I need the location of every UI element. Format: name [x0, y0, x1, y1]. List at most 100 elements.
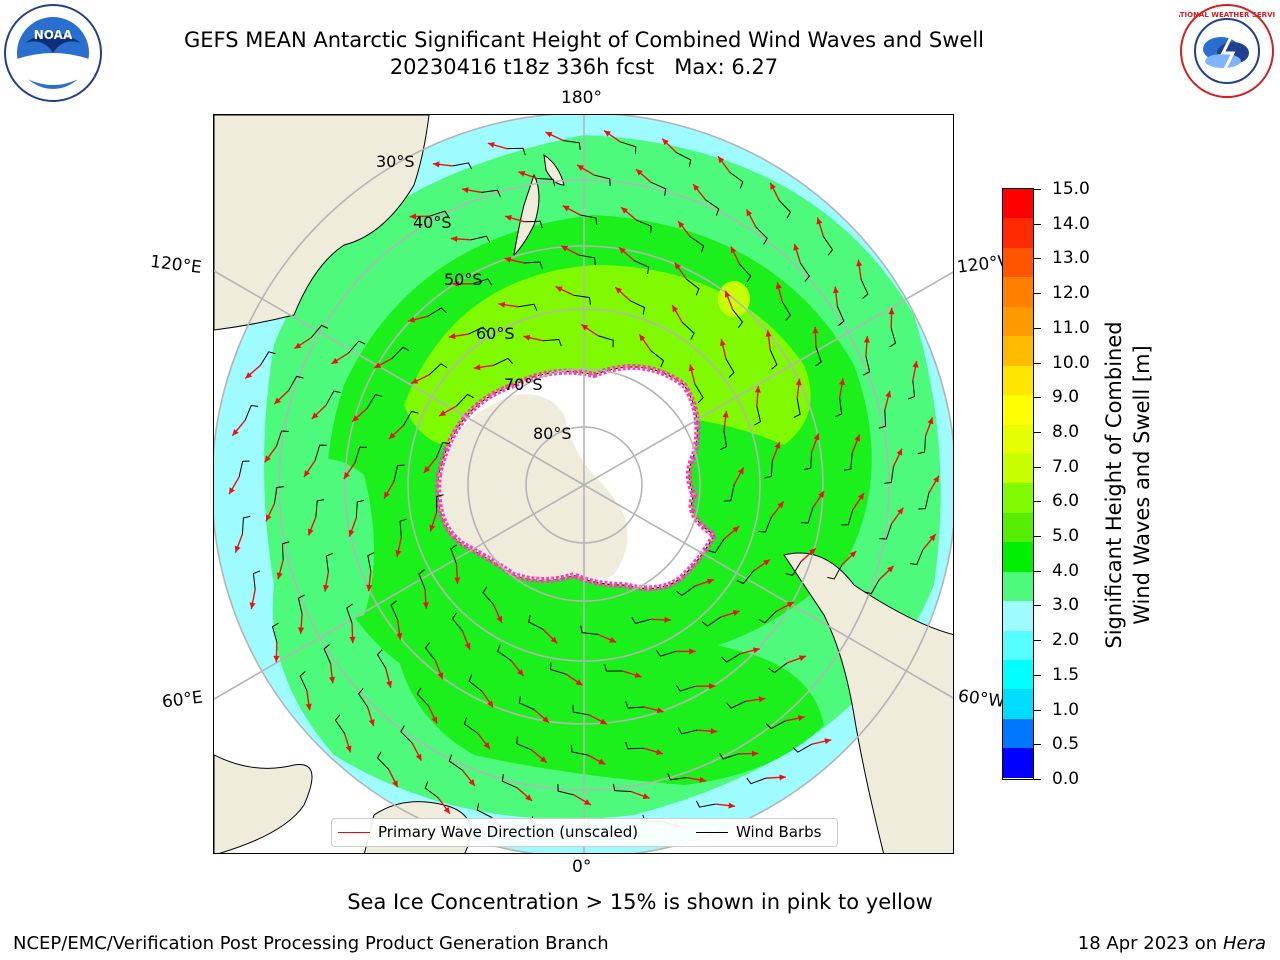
wave-arrow-head — [249, 602, 256, 610]
wave-arrow-head — [525, 794, 533, 801]
wind-barb — [516, 736, 532, 751]
wave-arrow-head — [688, 364, 695, 372]
wind-barb — [288, 375, 304, 391]
wave-arrow-head — [824, 738, 832, 745]
wind-barb — [528, 614, 544, 630]
colorbar-tick-mark — [1034, 362, 1041, 364]
wave-arrow-head — [273, 655, 280, 663]
wave-arrow-head — [635, 169, 643, 176]
wave-arrow-head — [583, 799, 591, 805]
wave-arrow-head — [392, 780, 398, 788]
wind-barb — [281, 541, 290, 560]
wind-barb — [676, 152, 692, 167]
wave-arrow-head — [577, 165, 585, 171]
colorbar-tick-label: 11.0 — [1052, 317, 1090, 338]
footer-credit: NCEP/EMC/Verification Post Processing Pr… — [13, 933, 609, 954]
wave-arrow-head — [896, 448, 903, 456]
wind-barb — [758, 516, 772, 533]
wind-barb — [482, 586, 494, 606]
wave-arrow-head — [812, 326, 819, 334]
wave-arrow-head — [343, 472, 350, 479]
wave-arrow-head — [732, 610, 740, 616]
wind-barb — [578, 254, 596, 265]
colorbar-tick-mark — [1034, 605, 1041, 607]
colorbar-tick-label: 5.0 — [1052, 526, 1080, 547]
wind-barb — [274, 486, 284, 504]
wave-arrow-head — [706, 578, 714, 585]
colorbar-segment — [1003, 189, 1033, 219]
wind-barb — [594, 174, 611, 186]
wave-arrow-head — [366, 584, 373, 592]
wind-barb — [271, 622, 279, 643]
colorbar-tick-mark — [1034, 223, 1041, 225]
colorbar-segment — [1003, 453, 1033, 484]
wind-barb — [681, 322, 695, 340]
colorbar-tick-mark — [1034, 293, 1041, 295]
wind-barb — [252, 570, 261, 590]
colorbar-tick-label: 8.0 — [1052, 421, 1080, 442]
wind-barb — [801, 507, 814, 524]
wind-barb — [836, 306, 845, 326]
wave-arrow-head — [545, 132, 553, 138]
wave-arrow-head — [795, 378, 802, 386]
svg-text:NOAA: NOAA — [34, 28, 73, 42]
wind-barb — [325, 552, 333, 572]
wave-arrow-head — [737, 467, 744, 475]
colorbar-segment — [1003, 718, 1033, 749]
wave-arrow-head — [672, 305, 679, 313]
wind-barb — [314, 444, 327, 461]
wind-barb — [723, 484, 735, 502]
wave-arrow-head — [775, 282, 782, 290]
graticule — [214, 115, 953, 853]
wave-arrow-head — [411, 378, 419, 384]
wave-arrow-head — [234, 545, 241, 553]
wind-barb — [393, 464, 405, 482]
wave-arrow-head — [798, 655, 806, 662]
lon-label-60e: 60°E — [160, 687, 204, 713]
wave-arrow-head — [561, 245, 569, 252]
wind-barb — [917, 436, 927, 455]
legend-label-wind-barbs: Wind Barbs — [736, 823, 822, 841]
wave-arrow-head — [331, 357, 339, 364]
colorbar-tick-mark — [1034, 397, 1041, 399]
wave-arrow-head — [849, 551, 857, 558]
lon-label-180: 180° — [561, 88, 602, 108]
wave-arrow-head — [838, 378, 845, 386]
wind-barb — [754, 405, 762, 426]
wind-barb — [705, 199, 720, 216]
colorbar-segment — [1003, 601, 1033, 631]
wave-arrow-head — [639, 334, 646, 342]
wind-barb — [275, 430, 289, 447]
lon-label-120e: 120°E — [148, 251, 203, 279]
wind-barb — [729, 171, 744, 189]
lon-label-0: 0° — [572, 857, 592, 877]
wind-barb — [354, 446, 367, 463]
wave-arrow-head — [797, 715, 805, 722]
wind-barb — [732, 309, 744, 328]
wave-arrow-head — [229, 487, 235, 495]
wind-barb — [907, 380, 916, 400]
colorbar-segment — [1003, 689, 1033, 719]
wave-arrow-head — [642, 793, 650, 799]
wave-arrow-head — [765, 330, 772, 337]
colorbar-tick-mark — [1034, 744, 1041, 746]
wave-arrow-head — [542, 716, 550, 723]
colorbar-tick-mark — [1034, 431, 1041, 433]
wave-arrow-head — [487, 700, 494, 708]
wind-barb — [424, 642, 436, 661]
wind-barb — [878, 410, 887, 429]
wave-arrow-head — [832, 286, 839, 294]
wave-arrow-head — [929, 534, 936, 542]
wind-barb — [297, 594, 305, 615]
wind-barb — [358, 688, 369, 708]
colorbar-segment — [1003, 395, 1033, 425]
wave-arrow-head — [349, 636, 356, 644]
wind-barb — [347, 340, 366, 354]
wave-arrow-head — [615, 287, 623, 294]
wave-arrow-head — [523, 334, 531, 341]
legend-label-wave-direction: Primary Wave Direction (unscaled) — [378, 823, 639, 841]
wind-barb — [746, 777, 767, 785]
wave-arrow-head — [431, 716, 438, 724]
wave-arrow-head — [818, 491, 825, 498]
wind-barb — [765, 720, 786, 730]
